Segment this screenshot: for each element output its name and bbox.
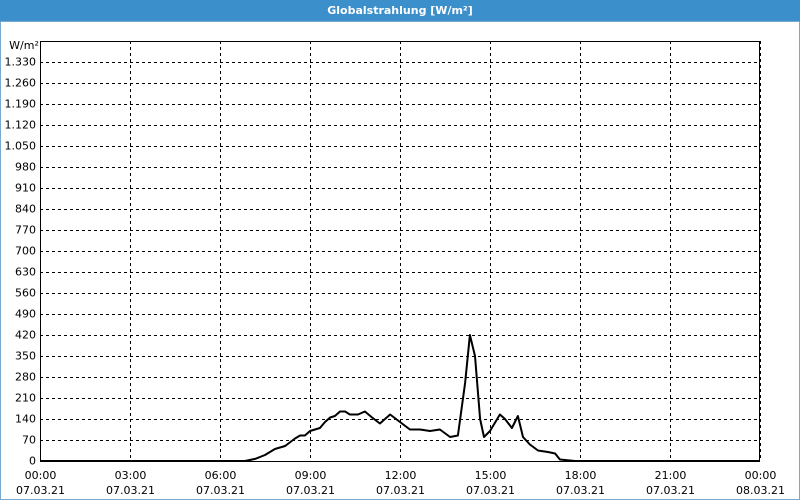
y-tick-label: 1.330 (5, 56, 37, 69)
x-tick-label: 18:00 (565, 469, 597, 482)
chart-title: Globalstrahlung [W/m²] (327, 4, 473, 17)
data-line (40, 334, 760, 462)
x-tick-date: 07.03.21 (376, 484, 425, 497)
y-tick-label: 910 (15, 182, 36, 195)
y-tick-label: 140 (15, 413, 36, 426)
x-tick-label: 15:00 (475, 469, 507, 482)
y-tick-label: 840 (15, 203, 36, 216)
x-tick-date: 07.03.21 (286, 484, 335, 497)
x-tick-label: 12:00 (385, 469, 417, 482)
y-tick-label: 350 (15, 350, 36, 363)
y-tick-label: 280 (15, 371, 36, 384)
y-tick-label: 70 (22, 434, 36, 447)
y-tick-label: 1.260 (5, 77, 37, 90)
x-tick-label: 03:00 (115, 469, 147, 482)
x-tick-label: 21:00 (655, 469, 687, 482)
y-tick-label: 630 (15, 266, 36, 279)
plot-frame (40, 41, 760, 462)
y-tick-label: 420 (15, 329, 36, 342)
y-tick-label: 1.190 (5, 98, 37, 111)
y-tick-label: 490 (15, 308, 36, 321)
y-axis-unit: W/m² (9, 39, 39, 52)
x-tick-label: 00:00 (745, 469, 777, 482)
x-tick-date: 08.03.21 (736, 484, 785, 497)
x-tick-date: 07.03.21 (16, 484, 65, 497)
y-tick-label: 980 (15, 161, 36, 174)
y-tick-label: 1.120 (5, 119, 37, 132)
x-tick-date: 07.03.21 (556, 484, 605, 497)
y-tick-label: 1.050 (5, 140, 37, 153)
x-tick-label: 00:00 (25, 469, 57, 482)
title-bar (0, 0, 800, 21)
y-tick-label: 700 (15, 245, 36, 258)
x-tick-label: 06:00 (205, 469, 237, 482)
y-tick-label: 210 (15, 392, 36, 405)
x-tick-label: 09:00 (295, 469, 327, 482)
y-tick-label: 560 (15, 287, 36, 300)
y-tick-label: 770 (15, 224, 36, 237)
x-tick-date: 07.03.21 (646, 484, 695, 497)
x-tick-date: 07.03.21 (106, 484, 155, 497)
y-tick-label: 0 (29, 455, 36, 468)
x-tick-date: 07.03.21 (466, 484, 515, 497)
x-tick-date: 07.03.21 (196, 484, 245, 497)
